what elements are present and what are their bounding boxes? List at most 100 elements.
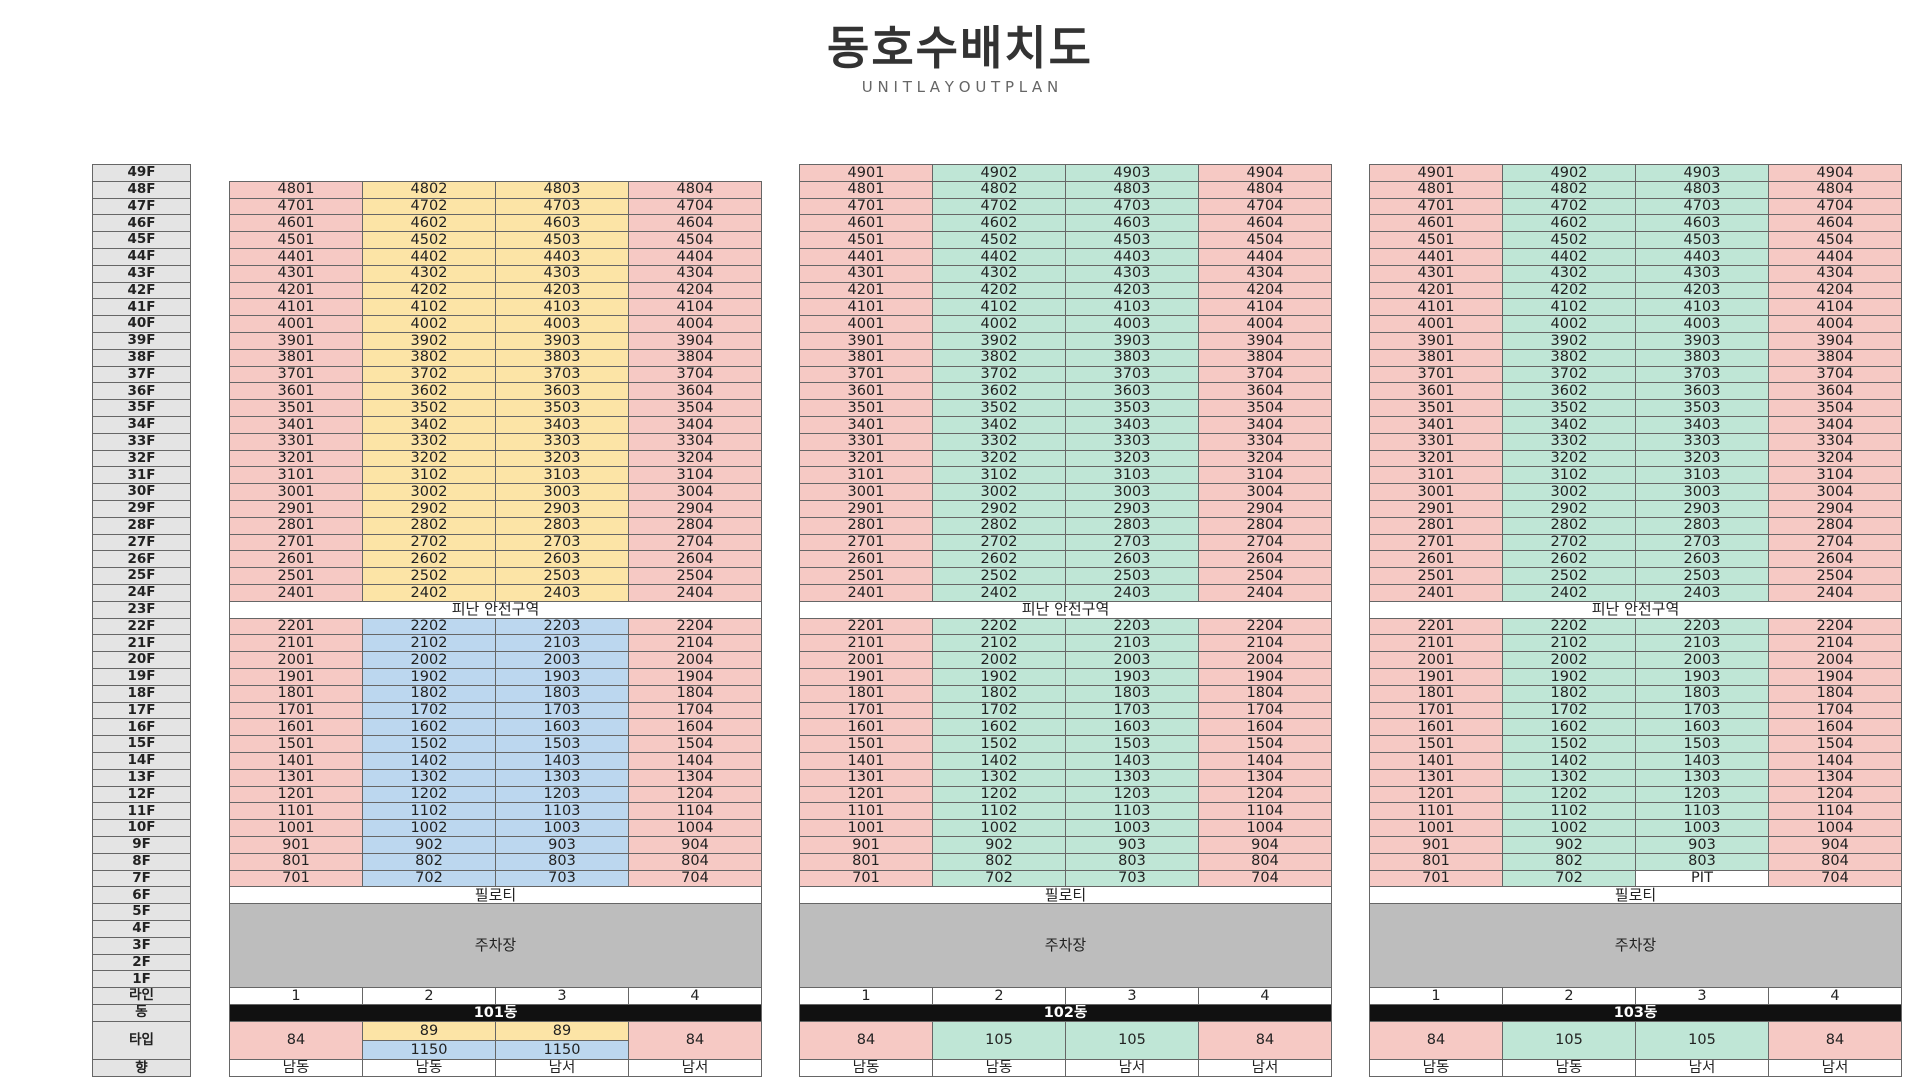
unit-cell: 2104: [628, 634, 762, 653]
unit-cell: 1704: [628, 701, 762, 720]
unit-cell: 1502: [1502, 735, 1636, 753]
unit-cell: 3202: [1502, 449, 1636, 468]
unit-cell: 1001: [1369, 819, 1503, 837]
unit-cell: PIT: [1635, 869, 1769, 888]
unit-cell: 702: [362, 869, 496, 888]
unit-cell: 2801: [1369, 516, 1503, 535]
floor-label: 11F: [92, 802, 191, 821]
unit-cell: 1001: [799, 819, 933, 837]
unit-cell: 3804: [628, 348, 762, 367]
unit-cell: 1801: [799, 684, 933, 703]
unit-cell: 1303: [495, 768, 629, 787]
unit-cell: 4302: [932, 264, 1066, 283]
orientation: 남서: [628, 1059, 762, 1078]
parking-area: 주차장: [1369, 903, 1902, 989]
unit-cell: 4403: [495, 248, 629, 266]
unit-cell: 3201: [799, 449, 933, 468]
unit-cell: 3104: [628, 466, 762, 485]
unit-cell: 1902: [932, 668, 1066, 686]
unit-cell: 901: [229, 836, 363, 854]
unit-cell: 1904: [1198, 668, 1332, 686]
unit-cell: 4104: [1768, 298, 1902, 317]
unit-cell: 1804: [628, 684, 762, 703]
unit-cell: 3503: [1635, 399, 1769, 417]
unit-cell: 4001: [229, 315, 363, 333]
unit-cell: 3701: [799, 365, 933, 384]
unit-type-sub: 1150: [362, 1040, 496, 1061]
unit-cell: 2904: [628, 500, 762, 518]
unit-cell: 2602: [362, 550, 496, 569]
unit-cell: 1301: [229, 768, 363, 787]
unit-cell: 2003: [1065, 651, 1199, 669]
unit-cell: 701: [229, 869, 363, 888]
unit-cell: 804: [628, 852, 762, 871]
unit-cell: 2803: [1065, 516, 1199, 535]
unit-cell: 2604: [628, 550, 762, 569]
unit-cell: 3302: [932, 432, 1066, 451]
unit-cell: 4202: [932, 281, 1066, 300]
unit-cell: 2004: [1198, 651, 1332, 669]
unit-cell: 3204: [1768, 449, 1902, 468]
orientation: 남서: [495, 1059, 629, 1078]
unit-cell: 2701: [1369, 533, 1503, 552]
unit-type: 84: [628, 1020, 762, 1061]
unit-cell: 1204: [1198, 785, 1332, 804]
unit-cell: 4502: [932, 231, 1066, 249]
unit-cell: 3602: [1502, 382, 1636, 401]
unit-cell: 3703: [1635, 365, 1769, 384]
floor-label: 38F: [92, 348, 191, 367]
unit-cell: 2004: [1768, 651, 1902, 669]
unit-cell: 1803: [1635, 684, 1769, 703]
unit-cell: 3801: [1369, 348, 1503, 367]
orientation: 남동: [799, 1059, 933, 1078]
unit-cell: 4101: [1369, 298, 1503, 317]
unit-cell: 1201: [229, 785, 363, 804]
unit-cell: 4801: [229, 180, 363, 199]
unit-cell: 2704: [1198, 533, 1332, 552]
unit-cell: 4601: [799, 214, 933, 233]
unit-cell: 1604: [628, 718, 762, 737]
page-title: 동호수배치도: [827, 21, 1093, 75]
floor-label: 46F: [92, 214, 191, 233]
unit-cell: 702: [1502, 869, 1636, 888]
orientation: 남동: [229, 1059, 363, 1078]
unit-cell: 1004: [628, 819, 762, 837]
unit-cell: 1801: [229, 684, 363, 703]
unit-cell: 4103: [1065, 298, 1199, 317]
unit-cell: 2603: [495, 550, 629, 569]
unit-cell: 1302: [1502, 768, 1636, 787]
unit-cell: 3101: [1369, 466, 1503, 485]
unit-cell: 3602: [362, 382, 496, 401]
unit-cell: 4102: [362, 298, 496, 317]
unit-cell: 3303: [1065, 432, 1199, 451]
unit-cell: 4503: [1065, 231, 1199, 249]
unit-cell: 4803: [495, 180, 629, 199]
unit-type: 89: [495, 1020, 629, 1042]
unit-cell: 4501: [229, 231, 363, 249]
unit-cell: 3902: [362, 332, 496, 350]
refuge-area-band: 피난 안전구역: [229, 600, 762, 619]
unit-cell: 3702: [362, 365, 496, 384]
unit-cell: 2103: [1635, 634, 1769, 653]
unit-cell: 4302: [362, 264, 496, 283]
unit-cell: 4903: [1065, 164, 1199, 182]
unit-cell: 3601: [799, 382, 933, 401]
unit-cell: 2102: [1502, 634, 1636, 653]
unit-cell: 4504: [1768, 231, 1902, 249]
unit-cell: 3604: [1198, 382, 1332, 401]
unit-cell: 4303: [1635, 264, 1769, 283]
piloti-band: 필로티: [1369, 886, 1902, 905]
unit-cell: 803: [495, 852, 629, 871]
unit-cell: 2504: [1198, 567, 1332, 585]
unit-cell: 4603: [1635, 214, 1769, 233]
unit-cell: 4703: [1065, 197, 1199, 216]
unit-cell: 1001: [229, 819, 363, 837]
floor-label: 20F: [92, 651, 191, 669]
unit-cell: 1603: [495, 718, 629, 737]
unit-cell: 3302: [362, 432, 496, 451]
unit-cell: 2103: [1065, 634, 1199, 653]
unit-cell: 3802: [1502, 348, 1636, 367]
unit-cell: 4101: [799, 298, 933, 317]
unit-cell: 1702: [1502, 701, 1636, 720]
floor-label: 39F: [92, 332, 191, 350]
